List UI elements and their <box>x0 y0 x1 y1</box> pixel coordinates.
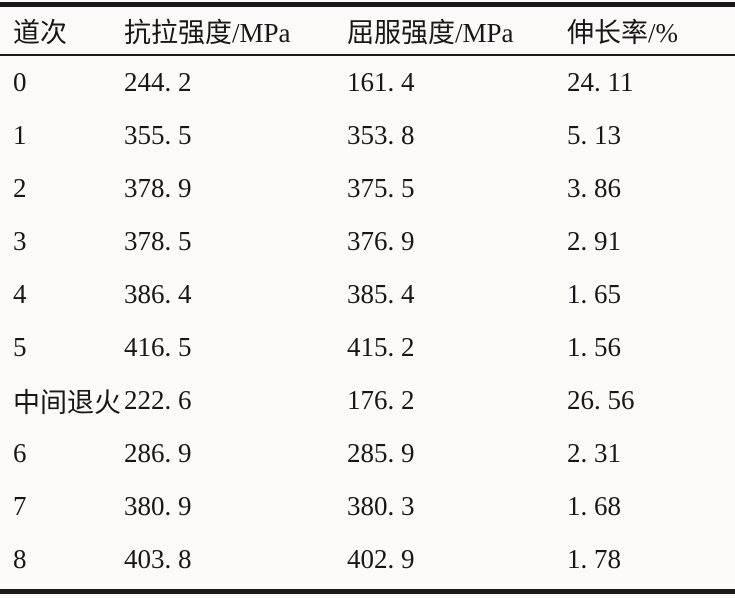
header-row: 道次 抗拉强度/MPa 屈服强度/MPa 伸长率/% <box>0 7 735 56</box>
col-header-tensile-strength: 抗拉强度/MPa <box>124 7 347 56</box>
cell-yield-strength: 161. 4 <box>347 67 415 97</box>
cell-elongation: 1. 68 <box>567 491 621 521</box>
cell-yield-strength: 353. 8 <box>347 120 415 150</box>
cell-pass: 3 <box>13 226 27 256</box>
cell-pass: 2 <box>13 173 27 203</box>
table-row: 7 380. 9 380. 3 1. 68 <box>0 480 735 533</box>
cell-yield-strength: 176. 2 <box>347 385 415 415</box>
table-top-rule <box>0 2 735 7</box>
col-header-yield-strength: 屈服强度/MPa <box>347 7 567 56</box>
cell-elongation: 1. 65 <box>567 279 621 309</box>
cell-pass: 0 <box>13 67 27 97</box>
cell-yield-strength: 402. 9 <box>347 544 415 574</box>
table-row: 1 355. 5 353. 8 5. 13 <box>0 109 735 162</box>
cell-elongation: 2. 91 <box>567 226 621 256</box>
cell-elongation: 26. 56 <box>567 385 635 415</box>
col-header-elongation: 伸长率/% <box>567 7 735 56</box>
cell-yield-strength: 285. 9 <box>347 438 415 468</box>
cell-elongation: 1. 56 <box>567 332 621 362</box>
cell-tensile-strength: 355. 5 <box>124 120 192 150</box>
table-row: 6 286. 9 285. 9 2. 31 <box>0 427 735 480</box>
table-bottom-rule <box>0 589 735 594</box>
cell-pass: 4 <box>13 279 27 309</box>
cell-yield-strength: 376. 9 <box>347 226 415 256</box>
cell-yield-strength: 380. 3 <box>347 491 415 521</box>
cell-elongation: 1. 78 <box>567 544 621 574</box>
cell-pass: 7 <box>13 491 27 521</box>
cell-tensile-strength: 378. 5 <box>124 226 192 256</box>
table-row: 8 403. 8 402. 9 1. 78 <box>0 533 735 586</box>
table-row: 5 416. 5 415. 2 1. 56 <box>0 321 735 374</box>
cell-tensile-strength: 416. 5 <box>124 332 192 362</box>
cell-elongation: 3. 86 <box>567 173 621 203</box>
cell-tensile-strength: 403. 8 <box>124 544 192 574</box>
table-row: 0 244. 2 161. 4 24. 11 <box>0 55 735 109</box>
cell-pass: 5 <box>13 332 27 362</box>
table-body: 0 244. 2 161. 4 24. 11 1 355. 5 353. 8 5. 13 2 37… <box>0 55 735 586</box>
cell-tensile-strength: 222. 6 <box>124 385 192 415</box>
col-header-pass: 道次 <box>0 7 124 56</box>
cell-pass: 6 <box>13 438 27 468</box>
table-row: 4 386. 4 385. 4 1. 65 <box>0 268 735 321</box>
cell-tensile-strength: 244. 2 <box>124 67 192 97</box>
mechanical-properties-table: 道次 抗拉强度/MPa 屈服强度/MPa 伸长率/% 0 244. 2 161. 4… <box>0 7 735 586</box>
cell-tensile-strength: 380. 9 <box>124 491 192 521</box>
cell-yield-strength: 385. 4 <box>347 279 415 309</box>
cell-tensile-strength: 286. 9 <box>124 438 192 468</box>
cell-elongation: 24. 11 <box>567 67 634 97</box>
cell-pass: 8 <box>13 544 27 574</box>
cell-elongation: 5. 13 <box>567 120 621 150</box>
cell-tensile-strength: 386. 4 <box>124 279 192 309</box>
cell-elongation: 2. 31 <box>567 438 621 468</box>
cell-pass: 中间退火 <box>13 388 121 418</box>
cell-tensile-strength: 378. 9 <box>124 173 192 203</box>
cell-pass: 1 <box>13 120 27 150</box>
table-row: 2 378. 9 375. 5 3. 86 <box>0 162 735 215</box>
cell-yield-strength: 375. 5 <box>347 173 415 203</box>
cell-yield-strength: 415. 2 <box>347 332 415 362</box>
table-row: 中间退火 222. 6 176. 2 26. 56 <box>0 374 735 427</box>
table-row: 3 378. 5 376. 9 2. 91 <box>0 215 735 268</box>
